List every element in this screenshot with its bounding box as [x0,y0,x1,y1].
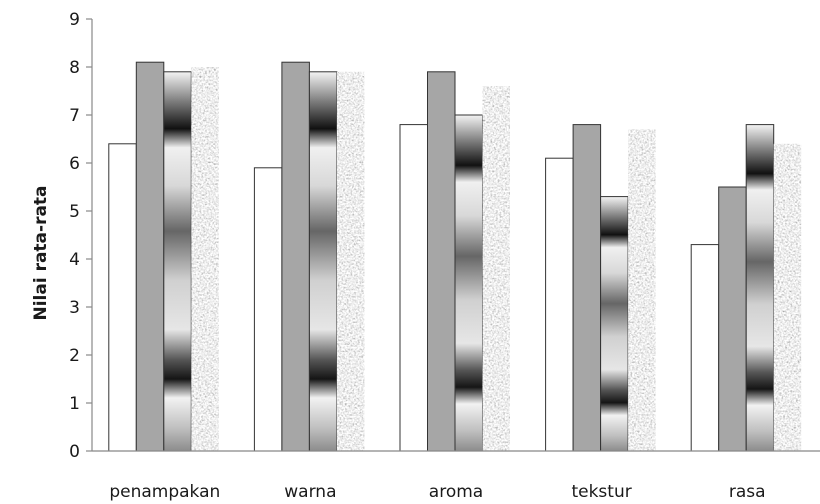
x-category-label: warna [284,482,336,502]
bar-rasa-series-4 [773,143,802,452]
bar-rasa-series-1 [690,244,720,452]
bar-tekstur-series-2 [572,124,602,452]
bar-penampakan-series-2 [135,61,165,452]
bar-aroma-series-4 [482,86,510,451]
y-tick-label: 7 [69,106,80,126]
y-tick-label: 5 [69,202,80,222]
bar-aroma-series-1 [399,124,428,452]
x-category-label: tekstur [571,482,631,502]
x-category-label: rasa [729,482,766,502]
y-tick-label: 6 [69,154,80,174]
y-tick-label: 2 [69,346,80,366]
y-tick-label: 9 [69,10,80,30]
bar-warna-series-3 [308,71,338,452]
x-category-label: aroma [429,482,483,502]
bars [108,61,802,452]
bar-warna-series-4 [336,71,365,452]
y-tick-label: 8 [69,58,80,78]
bar-warna-series-1 [253,167,283,452]
bar-penampakan-series-4 [191,67,219,451]
bar-tekstur-series-1 [545,157,574,452]
y-tick-label: 1 [69,394,80,414]
bar-penampakan-series-1 [108,143,137,452]
bar-tekstur-series-4 [628,129,656,451]
y-axis-ticks: 0 1 2 3 4 5 6 7 8 9 [69,10,92,462]
bar-warna-series-2 [281,61,310,452]
y-axis-title: Nilai rata-rata [31,185,51,320]
x-category-label: penampakan [109,482,220,502]
y-tick-label: 0 [69,442,80,462]
bar-tekstur-series-3 [600,196,629,452]
bar-rasa-series-2 [718,186,747,452]
y-tick-label: 3 [69,298,80,318]
bar-penampakan-series-3 [163,71,192,452]
y-tick-label: 4 [69,250,80,270]
bar-aroma-series-2 [427,71,456,452]
x-axis-labels: penampakan warna aroma tekstur rasa [109,482,765,502]
bar-aroma-series-3 [454,114,483,452]
bar-rasa-series-3 [745,124,775,452]
